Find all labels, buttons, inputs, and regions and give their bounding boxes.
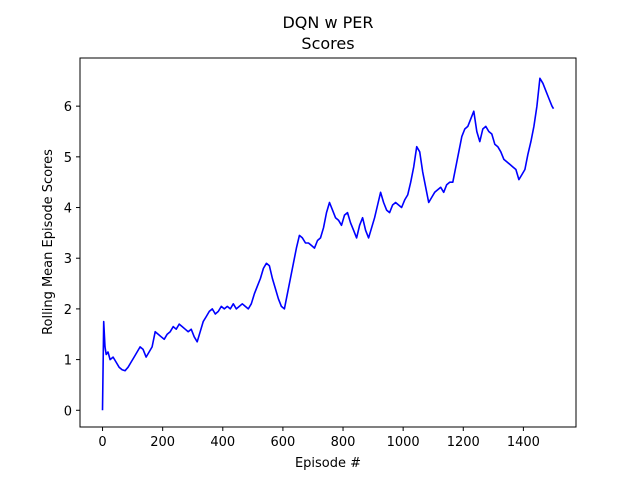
x-tick-label: 200	[150, 435, 175, 450]
x-tick-label: 800	[331, 435, 356, 450]
y-tick-label: 2	[64, 303, 72, 318]
y-tick-label: 1	[64, 354, 72, 369]
chart-title: DQN w PER	[282, 13, 373, 32]
series-line	[101, 77, 555, 411]
x-tick-label: 1200	[447, 435, 480, 450]
x-tick-label: 0	[98, 435, 106, 450]
y-tick-label: 3	[64, 252, 72, 267]
y-tick-label: 0	[64, 404, 72, 419]
x-axis-label: Episode #	[295, 456, 361, 471]
y-axis-label: Rolling Mean Episode Scores	[41, 149, 56, 335]
x-tick-label: 1400	[507, 435, 540, 450]
x-axis-ticks: 0 200 400 600 800 1000 1200 1400	[98, 427, 540, 450]
y-tick-label: 4	[64, 202, 72, 217]
x-tick-label: 400	[210, 435, 235, 450]
axes-frame	[79, 57, 577, 428]
chart-subtitle: Scores	[301, 34, 354, 53]
x-tick-label: 600	[270, 435, 295, 450]
y-tick-label: 6	[64, 100, 72, 115]
y-axis-ticks: 0 1 2 3 4 5 6	[64, 100, 80, 419]
plot-area: 0 200 400 600 800 1000 1200 1400 0 1 2 3 4 5 6	[64, 57, 577, 450]
x-tick-label: 1000	[387, 435, 420, 450]
y-tick-label: 5	[64, 151, 72, 166]
